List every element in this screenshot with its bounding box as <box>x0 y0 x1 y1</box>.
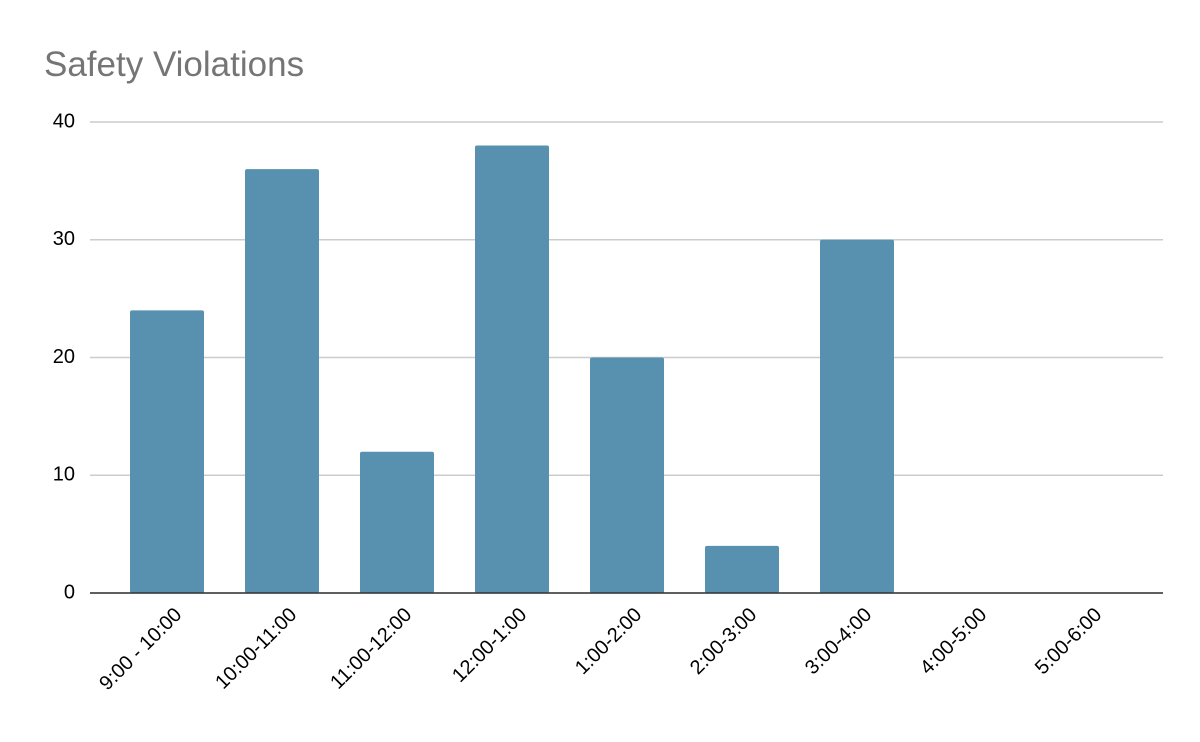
bar <box>245 169 319 593</box>
x-tick-label: 11:00-12:00 <box>326 604 416 694</box>
x-tick-label: 5:00-6:00 <box>1031 604 1106 679</box>
x-tick-label: 12:00-1:00 <box>448 604 531 687</box>
x-tick-label: 1:00-2:00 <box>571 604 646 679</box>
x-tick-label: 2:00-3:00 <box>686 604 761 679</box>
x-tick-label: 3:00-4:00 <box>801 604 876 679</box>
bar <box>475 145 549 594</box>
y-tick-label: 0 <box>64 581 75 603</box>
x-tick-label: 4:00-5:00 <box>916 604 991 679</box>
y-tick-label: 30 <box>53 228 75 250</box>
x-tick-label: 9:00 - 10:00 <box>95 604 186 695</box>
bar <box>360 451 434 593</box>
x-tick-label: 10:00-11:00 <box>211 604 301 694</box>
bar <box>590 357 664 593</box>
chart-title: Safety Violations <box>44 45 304 84</box>
bar <box>820 239 894 593</box>
y-tick-label: 10 <box>53 464 75 486</box>
bar <box>130 310 204 593</box>
y-tick-label: 40 <box>53 110 75 132</box>
y-tick-label: 20 <box>53 346 75 368</box>
bar <box>705 545 779 593</box>
